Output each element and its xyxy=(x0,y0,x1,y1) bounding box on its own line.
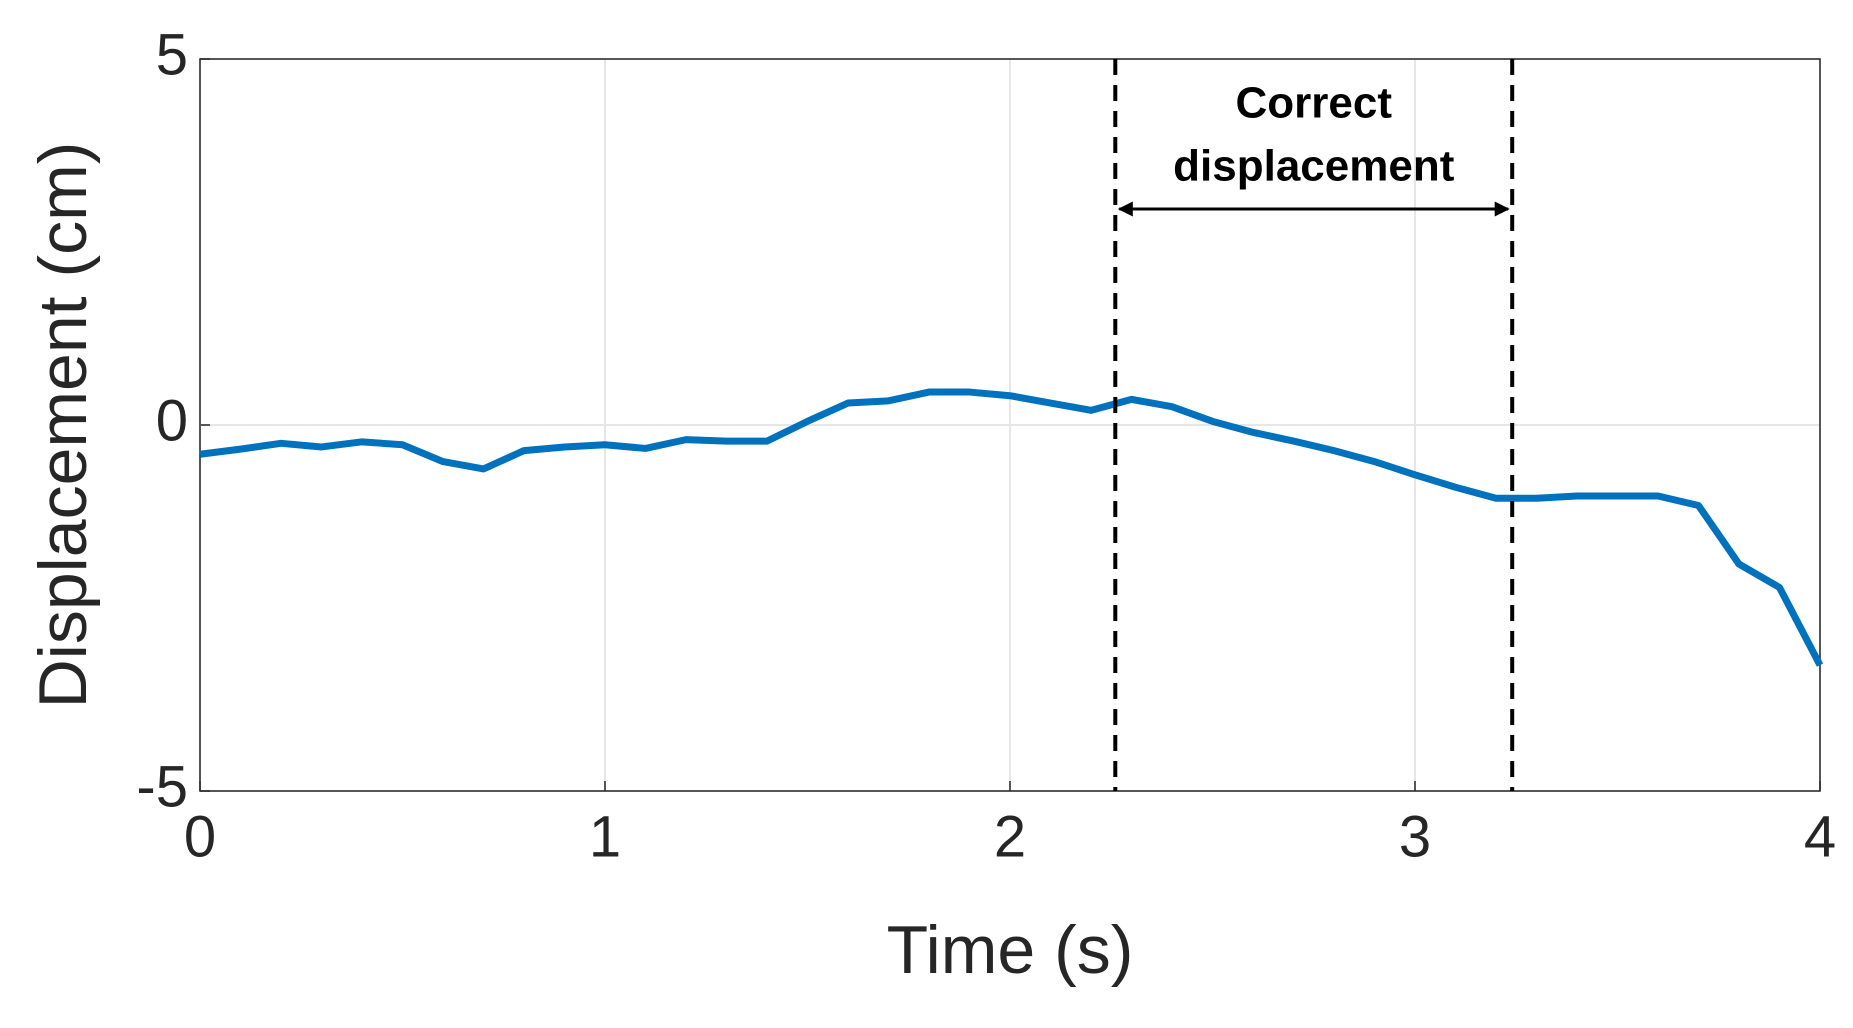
x-tick-label: 2 xyxy=(994,804,1026,869)
annotation-text: Correct xyxy=(1236,79,1393,128)
x-tick-label: 4 xyxy=(1804,804,1836,869)
x-tick-label: 3 xyxy=(1399,804,1431,869)
y-tick-label: -5 xyxy=(136,754,188,819)
y-axis-label: Displacement (cm) xyxy=(25,142,101,709)
x-axis-label: Time (s) xyxy=(887,912,1134,988)
y-tick-label: 5 xyxy=(156,22,188,87)
data-line xyxy=(199,388,1824,667)
axes-box xyxy=(199,58,1821,792)
x-tick-label: 0 xyxy=(184,804,216,869)
y-tick-label: 0 xyxy=(156,388,188,453)
annotation-text: displacement xyxy=(1173,142,1455,191)
x-tick-label: 1 xyxy=(589,804,621,869)
